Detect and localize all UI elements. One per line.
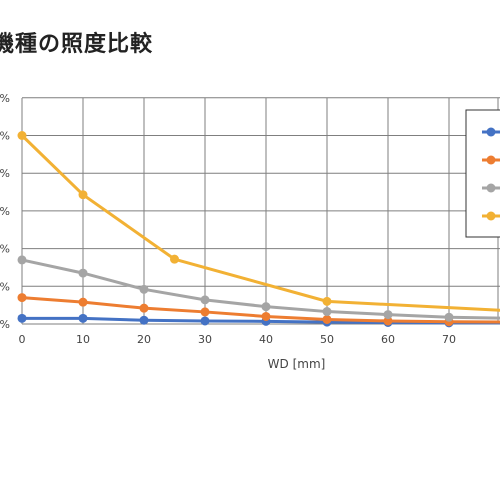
data-point [78,313,88,323]
data-point [139,284,149,294]
legend-swatch-marker [486,127,496,137]
legend-swatch-marker [486,155,496,165]
grid-lines [21,97,500,325]
data-point [322,296,332,306]
data-point [17,255,27,265]
data-point [322,314,332,324]
legend-swatch-marker [486,211,496,221]
series-line-4 [20,134,500,312]
data-point [17,313,27,323]
data-point [200,295,210,305]
data-point [200,316,210,326]
y-tick-label: % [0,130,10,143]
chart-title: 機種の照度比較 [0,32,154,57]
data-point [383,316,393,326]
data-point [383,310,393,320]
data-point [444,312,454,322]
data-point [139,303,149,313]
data-point [139,315,149,325]
data-point [78,190,88,200]
y-tick-label: % [0,318,10,331]
x-tick-label: 30 [198,333,212,346]
data-point [78,268,88,278]
axis-labels: %%%%%%% 0 10 20 30 40 50 60 70 WD [mm] [0,92,456,371]
x-tick-label: 50 [320,333,334,346]
series-line-3 [21,258,500,320]
legend-swatch-marker [486,183,496,193]
data-point [322,307,332,317]
legend [465,109,500,238]
y-tick-label: % [0,205,10,218]
data-point [200,307,210,317]
x-tick-label: 10 [76,333,90,346]
data-point [261,311,271,321]
x-axis-label: WD [mm] [268,357,326,371]
x-tick-label: 0 [19,333,26,346]
data-point [17,293,27,303]
y-tick-label: % [0,280,10,293]
x-tick-label: 70 [442,333,456,346]
y-tick-label: % [0,167,10,180]
series-lines [17,131,500,328]
data-point [170,254,179,264]
x-tick-label: 20 [137,333,151,346]
data-point [78,297,88,307]
y-tick-label: % [0,92,10,105]
x-tick-label: 60 [381,333,395,346]
y-tick-label: % [0,243,10,256]
x-tick-label: 40 [259,333,273,346]
data-point [17,131,27,140]
data-point [261,302,271,312]
